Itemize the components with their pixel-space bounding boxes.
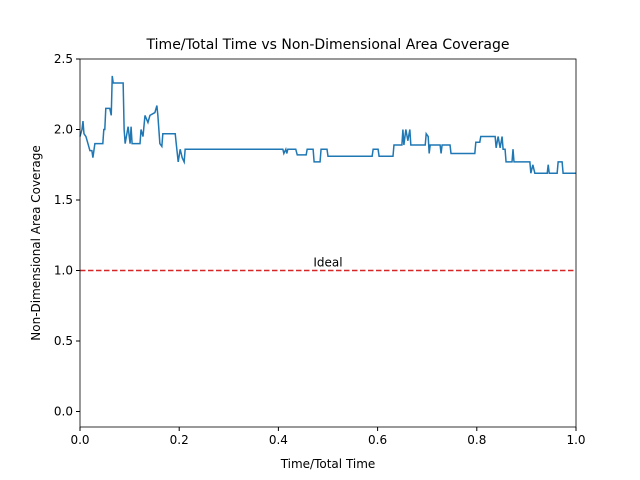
chart-title: Time/Total Time vs Non-Dimensional Area …: [146, 37, 510, 53]
y-tick-label: 0.0: [54, 404, 73, 418]
x-tick-label: 0.4: [269, 433, 288, 447]
x-tick-label: 1.0: [566, 433, 585, 447]
plot-frame: [79, 58, 577, 428]
x-tick-label: 0.8: [467, 433, 486, 447]
y-tick-label: 2.5: [54, 52, 73, 66]
y-axis-label: Non-Dimensional Area Coverage: [29, 145, 43, 340]
x-tick-label: 0.6: [368, 433, 387, 447]
x-axis-label: Time/Total Time: [280, 457, 376, 471]
y-tick-label: 1.5: [54, 193, 73, 207]
y-tick-label: 1.0: [54, 263, 73, 277]
data-line: [79, 75, 576, 174]
y-tick-label: 0.5: [54, 334, 73, 348]
x-tick-label: 0.2: [170, 433, 189, 447]
reference-label: Ideal: [313, 255, 342, 269]
y-tick-label: 2.0: [54, 122, 73, 136]
x-tick-label: 0.0: [70, 433, 89, 447]
